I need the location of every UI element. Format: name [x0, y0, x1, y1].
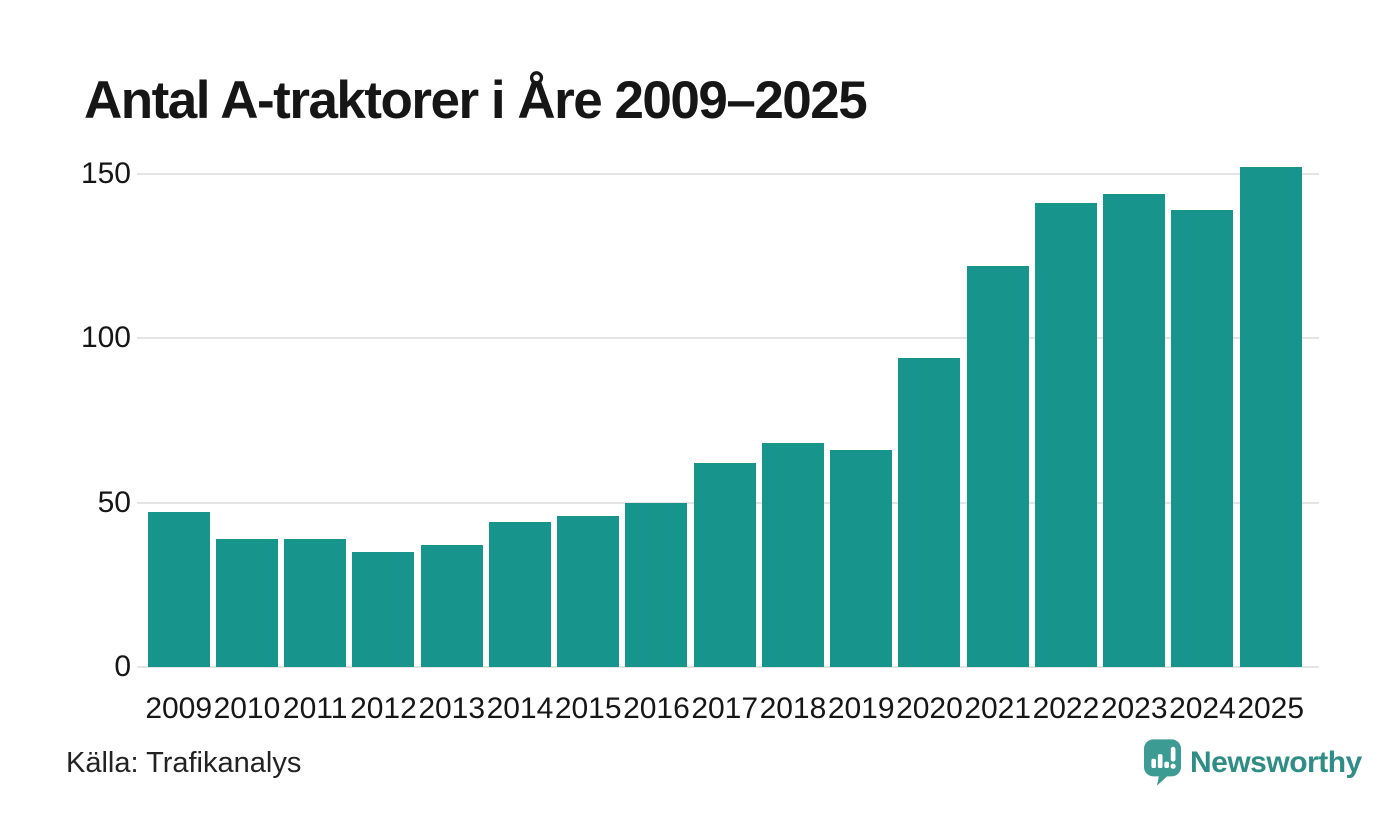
gridline-150: [137, 172, 1319, 175]
bar-2010: [215, 538, 278, 667]
bar-2013: [420, 545, 483, 667]
x-axis-tick-label-2009: 2009: [145, 692, 213, 725]
x-axis-tick-label-2021: 2021: [964, 692, 1032, 725]
x-axis-tick-label-2013: 2013: [418, 692, 486, 725]
bar-2020: [898, 357, 961, 667]
page-title: Antal A-traktorer i Åre 2009–2025: [84, 71, 868, 130]
x-axis-tick-label-2018: 2018: [759, 692, 827, 725]
bar-2021: [966, 265, 1029, 667]
newsworthy-logo: Newsworthy: [1144, 739, 1362, 786]
bar-2009: [147, 512, 210, 667]
source-note: Källa: Trafikanalys: [66, 747, 302, 779]
y-axis-tick-label-100: 100: [80, 321, 131, 355]
y-axis-tick-label-150: 150: [80, 156, 131, 190]
bar-2025: [1239, 167, 1302, 667]
x-axis-tick-label-2012: 2012: [350, 692, 417, 725]
x-axis-tick-label-2024: 2024: [1169, 692, 1236, 725]
bar-2011: [284, 538, 347, 667]
bar-2012: [352, 551, 415, 667]
x-axis-tick-label-2023: 2023: [1100, 692, 1168, 725]
x-axis-tick-label-2017: 2017: [691, 692, 759, 725]
x-axis-tick-label-2025: 2025: [1237, 692, 1305, 725]
x-axis-tick-label-2010: 2010: [213, 692, 281, 725]
bar-2023: [1103, 193, 1166, 667]
newsworthy-wordmark: Newsworthy: [1190, 745, 1362, 779]
bar-2019: [830, 450, 893, 667]
x-axis-tick-label-2022: 2022: [1032, 692, 1100, 725]
x-axis-tick-label-2015: 2015: [554, 692, 622, 725]
x-axis-tick-label-2011: 2011: [282, 692, 348, 725]
bar-2018: [761, 443, 824, 667]
x-axis-tick-label-2014: 2014: [486, 692, 554, 725]
gridline-100: [137, 337, 1319, 340]
y-axis-tick-label-0: 0: [114, 650, 131, 683]
x-axis-tick-label-2019: 2019: [827, 692, 895, 725]
newsworthy-pin-barchart-icon: [1144, 739, 1181, 786]
bar-2024: [1171, 210, 1234, 667]
bar-2015: [557, 515, 620, 667]
bar-2022: [1034, 203, 1097, 667]
bar-2016: [625, 502, 688, 667]
gridline-0: [137, 666, 1319, 668]
y-axis-tick-label-50: 50: [97, 485, 131, 519]
x-axis-tick-label-2016: 2016: [623, 692, 690, 725]
bar-2014: [488, 522, 551, 667]
x-axis-tick-label-2020: 2020: [896, 692, 963, 725]
bar-2017: [693, 463, 756, 667]
